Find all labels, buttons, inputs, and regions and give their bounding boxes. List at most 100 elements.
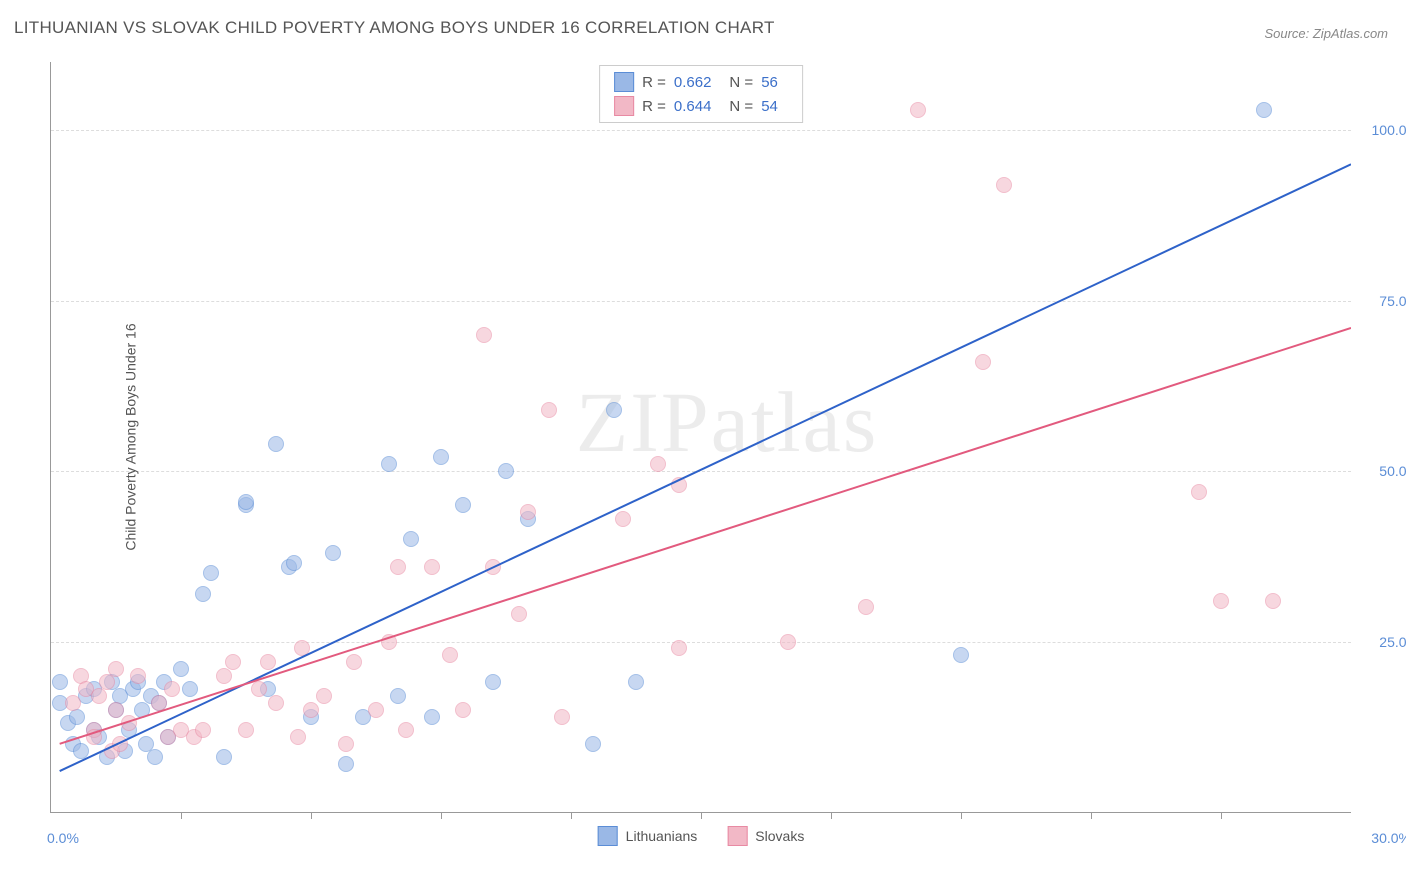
legend-swatch	[598, 826, 618, 846]
scatter-point	[338, 756, 354, 772]
x-tick	[181, 812, 182, 819]
scatter-point	[1213, 593, 1229, 609]
scatter-point	[671, 640, 687, 656]
x-tick	[311, 812, 312, 819]
n-label: N =	[729, 74, 753, 91]
scatter-point	[433, 449, 449, 465]
x-axis-min-label: 0.0%	[47, 830, 79, 846]
scatter-point	[615, 511, 631, 527]
x-tick	[961, 812, 962, 819]
x-tick	[1091, 812, 1092, 819]
scatter-point	[238, 722, 254, 738]
scatter-point	[108, 661, 124, 677]
y-tick-label: 100.0%	[1372, 122, 1406, 138]
scatter-point	[130, 668, 146, 684]
source-attribution: Source: ZipAtlas.com	[1264, 26, 1388, 41]
scatter-point	[455, 497, 471, 513]
x-tick	[1221, 812, 1222, 819]
scatter-point	[65, 695, 81, 711]
legend-label: Lithuanians	[626, 828, 698, 844]
scatter-point	[858, 599, 874, 615]
r-label: R =	[642, 98, 666, 115]
scatter-point	[910, 102, 926, 118]
x-tick	[571, 812, 572, 819]
legend-swatch	[727, 826, 747, 846]
scatter-point	[476, 327, 492, 343]
series-legend: Lithuanians Slovaks	[598, 826, 805, 846]
scatter-point	[268, 695, 284, 711]
scatter-point	[585, 736, 601, 752]
scatter-point	[52, 674, 68, 690]
scatter-point	[216, 668, 232, 684]
legend-swatch	[614, 96, 634, 116]
scatter-point	[73, 743, 89, 759]
scatter-point	[390, 688, 406, 704]
scatter-point	[69, 709, 85, 725]
r-value: 0.662	[674, 74, 712, 91]
scatter-point	[99, 674, 115, 690]
scatter-point	[121, 715, 137, 731]
scatter-point	[346, 654, 362, 670]
y-tick-label: 75.0%	[1379, 293, 1406, 309]
legend-label: Slovaks	[755, 828, 804, 844]
r-value: 0.644	[674, 98, 712, 115]
y-tick-label: 25.0%	[1379, 634, 1406, 650]
scatter-point	[290, 729, 306, 745]
scatter-point	[511, 606, 527, 622]
scatter-point	[403, 531, 419, 547]
legend-top-row: R = 0.644 N = 54	[614, 94, 788, 118]
scatter-point	[294, 640, 310, 656]
correlation-legend: R = 0.662 N = 56 R = 0.644 N = 54	[599, 65, 803, 123]
scatter-point	[147, 749, 163, 765]
n-value: 56	[761, 74, 778, 91]
scatter-point	[216, 749, 232, 765]
scatter-point	[554, 709, 570, 725]
legend-item: Slovaks	[727, 826, 804, 846]
scatter-point	[442, 647, 458, 663]
chart-plot-area: ZIPatlas 25.0%50.0%75.0%100.0% Child Pov…	[50, 62, 1351, 813]
scatter-point	[268, 436, 284, 452]
scatter-point	[424, 709, 440, 725]
chart-title: LITHUANIAN VS SLOVAK CHILD POVERTY AMONG…	[14, 18, 775, 38]
x-tick	[441, 812, 442, 819]
legend-swatch	[614, 72, 634, 92]
scatter-point	[671, 477, 687, 493]
scatter-point	[498, 463, 514, 479]
legend-item: Lithuanians	[598, 826, 698, 846]
y-tick-label: 50.0%	[1379, 463, 1406, 479]
scatter-point	[325, 545, 341, 561]
scatter-point	[164, 681, 180, 697]
scatter-point	[398, 722, 414, 738]
scatter-point	[251, 681, 267, 697]
scatter-point	[390, 559, 406, 575]
scatter-point	[1265, 593, 1281, 609]
scatter-point	[541, 402, 557, 418]
x-tick	[831, 812, 832, 819]
scatter-point	[303, 702, 319, 718]
scatter-point	[606, 402, 622, 418]
scatter-point	[1191, 484, 1207, 500]
scatter-point	[628, 674, 644, 690]
scatter-point	[316, 688, 332, 704]
scatter-point	[195, 722, 211, 738]
scatter-point	[108, 702, 124, 718]
scatter-points-layer	[51, 62, 1351, 812]
r-label: R =	[642, 74, 666, 91]
scatter-point	[520, 504, 536, 520]
legend-top-row: R = 0.662 N = 56	[614, 70, 788, 94]
n-value: 54	[761, 98, 778, 115]
scatter-point	[424, 559, 440, 575]
n-label: N =	[729, 98, 753, 115]
scatter-point	[151, 695, 167, 711]
scatter-point	[650, 456, 666, 472]
scatter-point	[86, 729, 102, 745]
scatter-point	[485, 559, 501, 575]
scatter-point	[996, 177, 1012, 193]
scatter-point	[112, 736, 128, 752]
scatter-point	[1256, 102, 1272, 118]
scatter-point	[238, 494, 254, 510]
scatter-point	[195, 586, 211, 602]
scatter-point	[338, 736, 354, 752]
scatter-point	[91, 688, 107, 704]
x-tick	[701, 812, 702, 819]
